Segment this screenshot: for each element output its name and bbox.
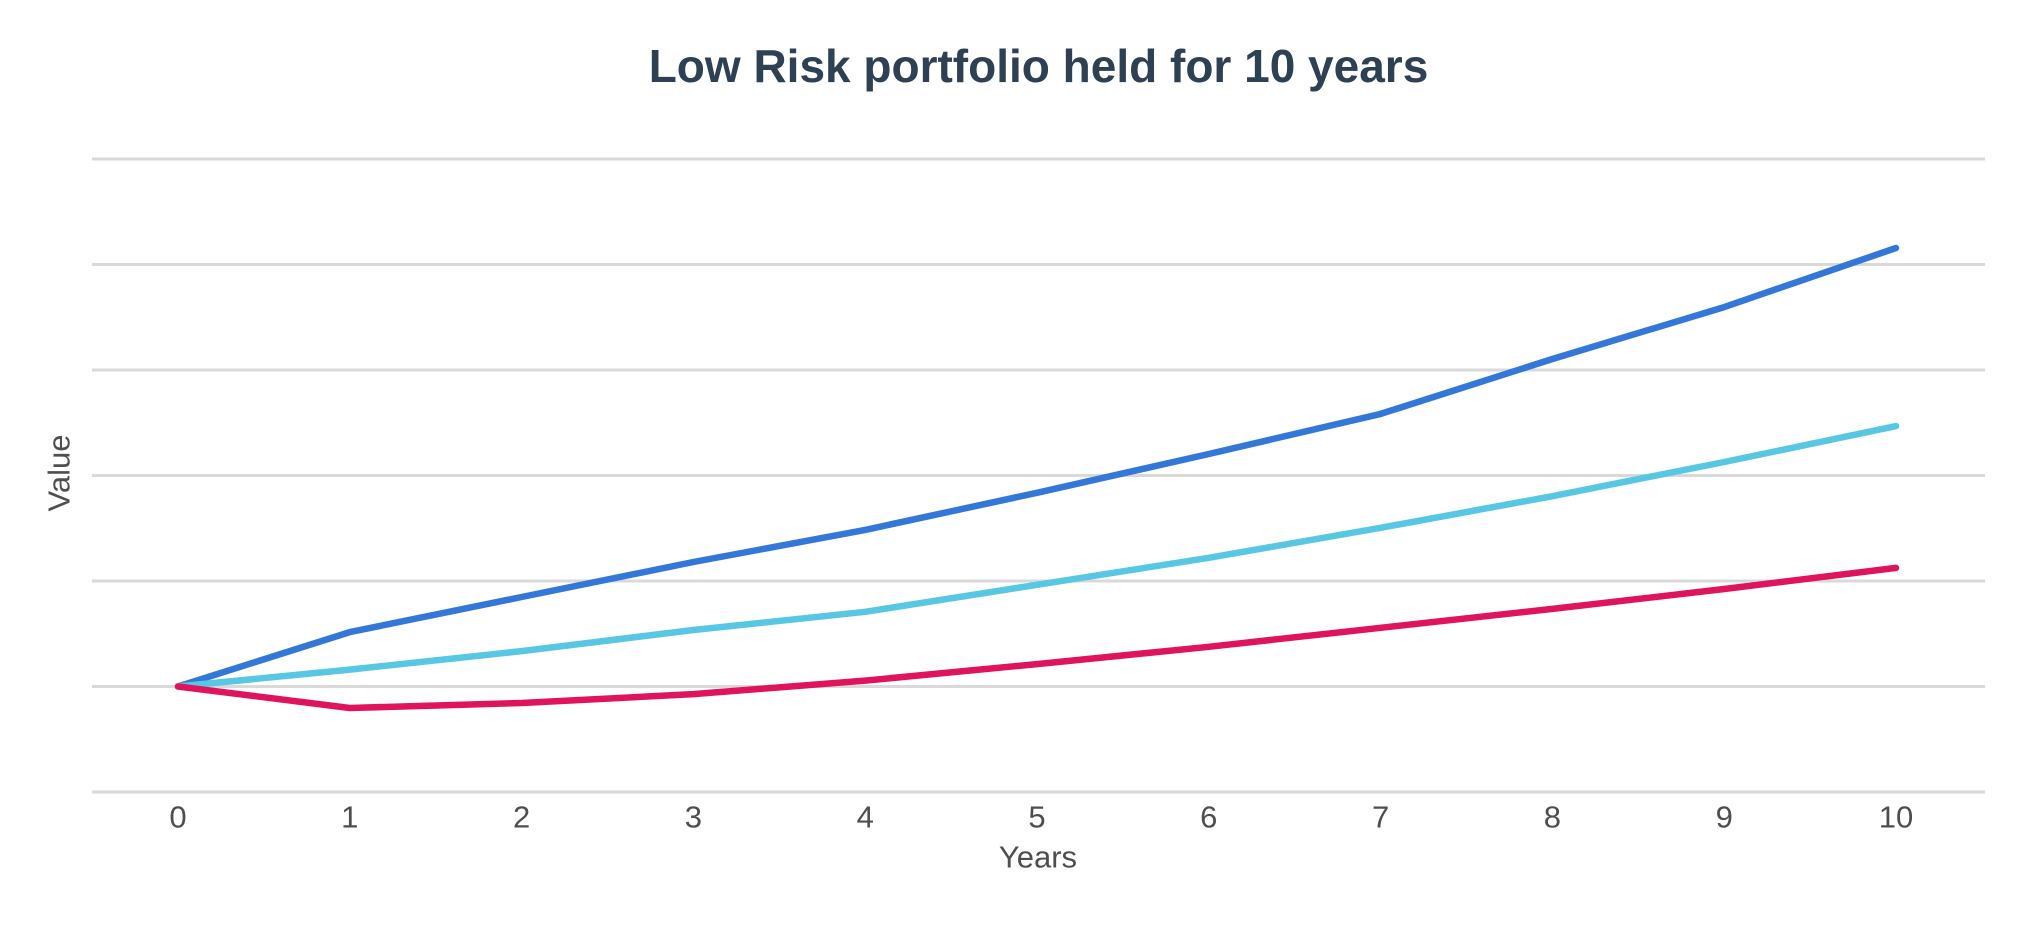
x-axis-title: Years — [999, 840, 1077, 875]
blue-line — [174, 244, 1900, 690]
x-axis-tick-labels: 0 1 2 3 4 5 6 7 8 9 10 — [169, 800, 1913, 835]
x-tick-label: 10 — [1879, 800, 1913, 835]
x-tick-label: 5 — [1028, 800, 1045, 835]
y-axis-title: Value — [42, 435, 77, 512]
series-lines — [174, 244, 1900, 712]
x-tick-label: 7 — [1372, 800, 1389, 835]
chart-title: Low Risk portfolio held for 10 years — [648, 40, 1429, 92]
x-tick-label: 9 — [1716, 800, 1733, 835]
x-tick-label: 0 — [169, 800, 186, 835]
x-tick-label: 3 — [685, 800, 702, 835]
x-tick-label: 2 — [513, 800, 530, 835]
x-tick-label: 8 — [1544, 800, 1561, 835]
cyan-line — [174, 422, 1900, 690]
x-tick-label: 6 — [1200, 800, 1217, 835]
x-tick-label: 1 — [341, 800, 358, 835]
x-tick-label: 4 — [857, 800, 874, 835]
gridlines — [92, 157, 1985, 794]
pink-line — [174, 564, 1900, 712]
